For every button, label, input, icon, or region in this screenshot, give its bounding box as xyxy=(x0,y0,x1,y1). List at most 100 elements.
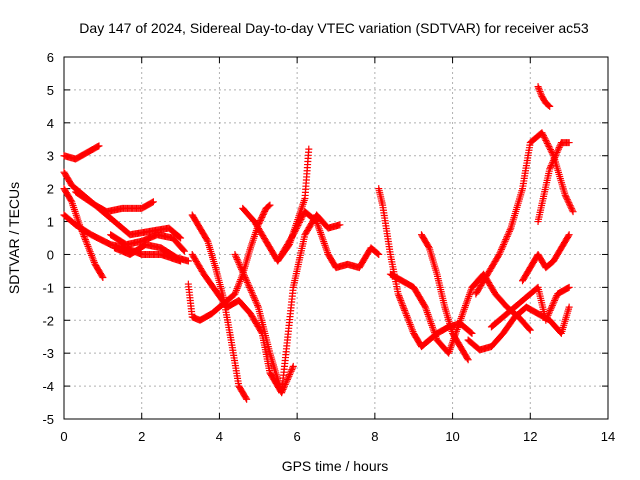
y-tick-label: 6 xyxy=(47,50,54,65)
data-point xyxy=(242,275,250,283)
series-arc-e xyxy=(72,188,185,242)
data-point xyxy=(551,295,559,303)
data-point xyxy=(552,293,560,301)
data-point xyxy=(566,202,574,210)
data-point xyxy=(547,147,555,155)
data-point xyxy=(297,215,305,223)
data-point xyxy=(398,300,406,308)
data-point xyxy=(250,293,258,301)
data-point xyxy=(552,150,560,158)
data-point xyxy=(232,254,240,262)
data-point xyxy=(401,308,409,316)
data-point xyxy=(249,292,257,300)
data-point xyxy=(562,193,570,201)
data-point xyxy=(534,83,542,91)
data-point xyxy=(506,226,514,234)
data-point xyxy=(498,244,506,252)
data-point xyxy=(291,228,299,236)
series-arc-v xyxy=(487,283,573,331)
y-tick-label: -4 xyxy=(42,379,54,394)
data-point xyxy=(563,196,571,204)
data-point xyxy=(295,218,303,226)
data-point xyxy=(236,262,244,270)
data-point xyxy=(288,232,296,240)
x-tick-label: 6 xyxy=(294,429,301,444)
series-arc-k xyxy=(239,145,313,265)
data-point xyxy=(81,234,89,242)
data-point xyxy=(505,229,513,237)
data-point xyxy=(550,298,558,306)
y-tick-label: 2 xyxy=(47,182,54,197)
data-point xyxy=(239,269,247,277)
series-arc-s xyxy=(519,231,573,285)
data-point xyxy=(259,210,267,218)
data-point xyxy=(289,364,297,372)
data-point xyxy=(251,297,259,305)
data-point xyxy=(537,89,545,97)
series-arc-p xyxy=(417,231,472,364)
data-point xyxy=(548,160,556,168)
data-point xyxy=(563,194,571,202)
data-point xyxy=(499,242,507,250)
data-point xyxy=(549,158,557,166)
series-arc-n xyxy=(375,185,476,351)
data-point xyxy=(400,305,408,313)
data-point xyxy=(238,265,246,273)
data-point xyxy=(565,199,573,207)
data-point xyxy=(539,132,547,140)
data-point xyxy=(234,257,242,265)
data-point xyxy=(552,152,560,160)
data-point xyxy=(543,313,551,321)
data-point xyxy=(525,325,533,333)
data-point xyxy=(266,201,274,209)
y-tick-label: 5 xyxy=(47,83,54,98)
data-point xyxy=(564,232,572,240)
data-point xyxy=(502,234,510,242)
data-point xyxy=(468,329,476,337)
data-point xyxy=(401,306,409,314)
data-point xyxy=(295,220,303,228)
series-arc-t xyxy=(534,139,573,226)
data-point xyxy=(67,196,75,204)
data-point xyxy=(551,153,559,161)
data-point xyxy=(547,305,555,313)
data-point xyxy=(233,255,241,263)
data-point xyxy=(336,221,344,229)
data-point xyxy=(546,102,554,110)
series-arc-j xyxy=(188,250,297,397)
data-point xyxy=(296,217,304,225)
data-point xyxy=(177,234,185,242)
data-point xyxy=(501,237,509,245)
data-point xyxy=(258,213,266,221)
data-point xyxy=(396,295,404,303)
series-arc-r xyxy=(472,129,577,298)
data-point xyxy=(395,292,403,300)
y-tick-label: 0 xyxy=(47,247,54,262)
data-point xyxy=(288,366,296,374)
data-point xyxy=(526,326,534,334)
data-point xyxy=(547,162,555,170)
data-point xyxy=(399,301,407,309)
data-point xyxy=(533,284,541,292)
y-tick-label: -2 xyxy=(42,313,54,328)
data-point xyxy=(535,84,543,92)
data-point xyxy=(95,142,103,150)
plot-frame xyxy=(63,56,609,420)
data-point xyxy=(290,229,298,237)
data-point xyxy=(494,252,502,260)
data-point xyxy=(546,146,554,154)
data-point xyxy=(289,362,297,370)
data-point xyxy=(235,260,243,268)
data-point xyxy=(565,231,573,239)
data-point xyxy=(240,272,248,280)
data-point xyxy=(176,233,184,241)
data-point xyxy=(545,310,553,318)
data-point xyxy=(259,212,267,220)
y-tick-label: -5 xyxy=(42,412,54,427)
data-point xyxy=(539,130,547,138)
y-tick-label: 3 xyxy=(47,149,54,164)
data-point xyxy=(231,250,239,258)
series-arc-a xyxy=(60,142,103,163)
